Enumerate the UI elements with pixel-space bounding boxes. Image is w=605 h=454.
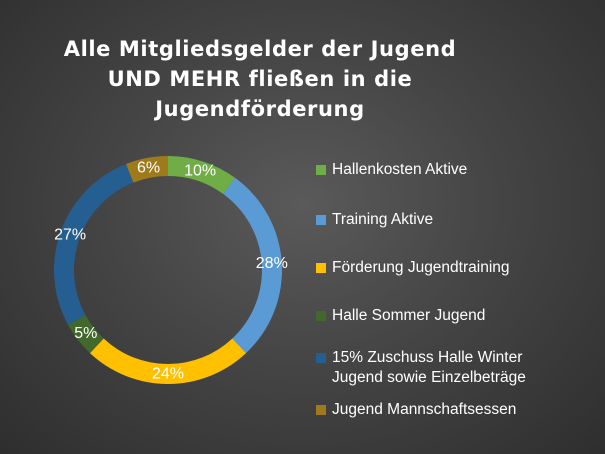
data-label: 27% <box>54 226 86 243</box>
legend-swatch <box>316 165 326 175</box>
legend-swatch <box>316 353 326 363</box>
donut-segment <box>68 315 104 354</box>
data-label: 5% <box>74 325 97 342</box>
legend-swatch <box>316 263 326 273</box>
donut-segment <box>54 164 134 325</box>
donut-segment <box>89 338 247 384</box>
legend-item: Hallenkosten Aktive <box>316 160 467 180</box>
legend-label: Förderung Jugendtraining <box>332 259 510 276</box>
legend-swatch <box>316 405 326 415</box>
chart-title-line-2: UND MEHR fließen in die <box>107 67 413 91</box>
legend-swatch <box>316 215 326 225</box>
chart-title-line-1: Alle Mitgliedsgelder der Jugend <box>63 37 457 61</box>
chart-title-line-3: Jugendförderung <box>155 97 365 121</box>
data-label: 10% <box>184 163 216 180</box>
legend-label: Halle Sommer Jugend <box>332 307 486 324</box>
donut-segment <box>168 156 236 194</box>
legend-label: Training Aktive <box>332 211 434 228</box>
legend-label: 15% Zuschuss Halle Winter Jugend sowie Ei… <box>332 349 526 386</box>
legend-item: Halle Sommer Jugend <box>316 306 485 326</box>
donut-segment <box>223 177 282 354</box>
data-label: 24% <box>152 366 184 383</box>
chart-title: Alle Mitgliedsgelder der Jugend UND MEHR… <box>0 34 520 124</box>
legend-swatch <box>316 311 326 321</box>
legend-label: Jugend Mannschaftsessen <box>332 401 517 418</box>
legend-item: 15% Zuschuss Halle Winter Jugend sowie Ei… <box>316 348 526 388</box>
legend-label: Hallenkosten Aktive <box>332 161 468 178</box>
data-label: 6% <box>137 159 160 176</box>
legend-item: Jugend Mannschaftsessen <box>316 400 516 420</box>
legend-item: Förderung Jugendtraining <box>316 258 510 278</box>
data-label: 28% <box>256 255 288 272</box>
legend-item: Training Aktive <box>316 210 433 230</box>
donut-segment <box>126 156 168 183</box>
